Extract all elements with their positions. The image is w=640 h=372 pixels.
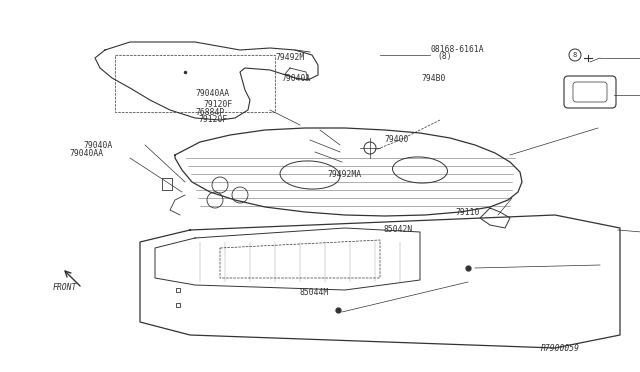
Text: 08168-6161A: 08168-6161A: [430, 45, 484, 54]
Text: 794B0: 794B0: [421, 74, 445, 83]
Text: 85042N: 85042N: [384, 225, 413, 234]
Text: FRONT: FRONT: [52, 283, 77, 292]
Text: 79120F: 79120F: [204, 100, 233, 109]
Text: 79400: 79400: [384, 135, 408, 144]
Text: (8): (8): [437, 52, 452, 61]
Text: 79040A: 79040A: [282, 74, 311, 83]
Text: 76884P: 76884P: [195, 108, 225, 117]
Text: 79040A: 79040A: [83, 141, 113, 150]
Text: 85044M: 85044M: [300, 288, 329, 296]
Text: 8: 8: [573, 52, 577, 58]
Text: 79040AA: 79040AA: [69, 149, 103, 158]
Text: 79492M: 79492M: [275, 53, 305, 62]
Text: 79120F: 79120F: [198, 115, 228, 124]
Text: 79492MA: 79492MA: [328, 170, 362, 179]
Text: R7900059: R7900059: [541, 344, 580, 353]
Text: 79040AA: 79040AA: [195, 89, 229, 98]
Text: 79110: 79110: [456, 208, 480, 217]
